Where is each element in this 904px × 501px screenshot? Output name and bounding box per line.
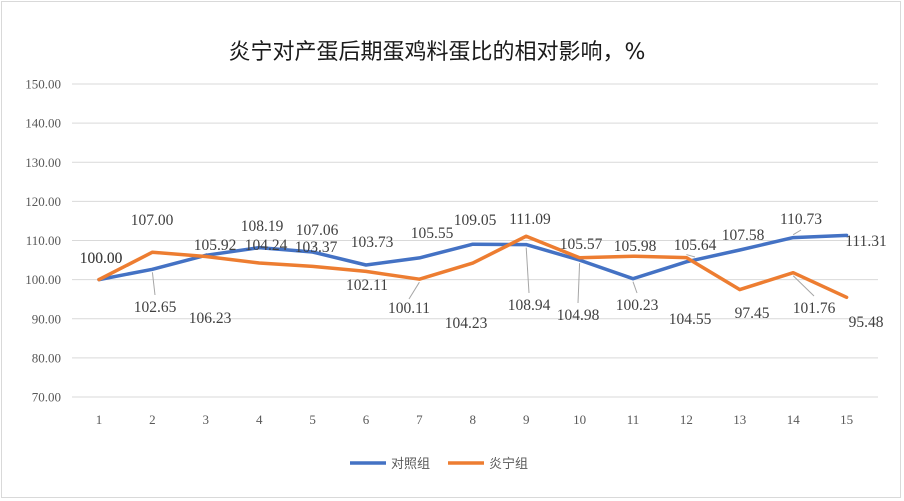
y-tick-label: 140.00 [25,116,61,131]
x-tick-label: 8 [470,412,477,427]
data-label-yanning: 100.11 [388,300,430,317]
gridlines [72,83,878,398]
data-label-yanning: 104.24 [245,237,288,254]
leader-line [577,263,581,304]
data-label-control: 100.23 [616,297,659,314]
x-tick-label: 15 [840,412,853,427]
data-label-yanning: 107.00 [131,212,174,229]
leader-line [151,272,156,296]
data-label-control: 110.73 [780,211,822,228]
leader-line [632,281,638,294]
y-tick-label: 150.00 [25,77,61,92]
data-label-yanning: 105.64 [674,237,717,254]
series-lines [97,233,849,300]
series-line-yanning [97,234,849,300]
data-label-control: 108.19 [241,218,284,235]
data-label-control: 109.05 [454,212,497,229]
x-tick-label: 11 [627,412,640,427]
y-tick-label: 80.00 [32,350,61,365]
x-tick-label: 2 [149,412,156,427]
x-tick-label: 9 [523,412,530,427]
x-axis-ticks: 1 2 3 4 5 6 7 8 9 10 11 12 13 14 15 [96,412,853,427]
data-label-control: 105.55 [411,225,454,242]
x-tick-label: 14 [787,412,801,427]
data-label-yanning: 97.45 [735,305,770,322]
legend-label-control: 对照组 [391,457,430,472]
x-tick-label: 4 [256,412,263,427]
y-tick-label: 100.00 [25,272,61,287]
data-label-control: 103.73 [351,234,394,251]
y-axis-ticks: 70.00 80.00 90.00 100.00 110.00 120.00 130.00 1… [25,77,61,405]
data-label-yanning: 102.11 [346,277,388,294]
data-label-yanning: 101.76 [793,300,836,317]
x-tick-label: 1 [96,412,103,427]
y-tick-label: 70.00 [32,390,61,405]
data-label-yanning: 105.92 [194,237,237,254]
data-label-control: 107.06 [296,222,339,239]
data-label-yanning: 111.09 [509,211,551,228]
data-label-control: 108.94 [508,297,551,314]
data-label-yanning: 100.00 [80,250,123,267]
y-tick-label: 130.00 [25,155,61,170]
x-tick-label: 7 [416,412,423,427]
leader-line [686,254,696,258]
leader-line [792,229,802,236]
leader-line [408,281,420,300]
data-label-yanning: 104.23 [445,315,488,332]
label-leader-lines [151,229,815,304]
data-label-yanning: 95.48 [849,314,884,331]
data-label-yanning: 105.98 [614,238,657,255]
y-tick-label: 90.00 [32,311,61,326]
leader-line [312,241,318,250]
chart-title: 炎宁对产蛋后期蛋鸡料蛋比的相对影响，% [229,40,646,65]
x-tick-label: 5 [309,412,316,427]
data-label-control: 102.65 [134,299,177,316]
leader-line [525,247,530,294]
legend-label-yanning: 炎宁组 [489,456,528,472]
x-tick-label: 3 [203,412,210,427]
legend: 对照组 炎宁组 [350,456,528,472]
y-tick-label: 120.00 [25,194,61,209]
data-label-control: 111.31 [845,233,886,250]
x-tick-label: 12 [680,412,693,427]
x-tick-label: 6 [363,412,370,427]
data-label-yanning: 103.37 [295,239,338,256]
x-tick-label: 13 [733,412,746,427]
series-line-control [97,233,849,282]
data-labels: 100.00 102.65 106.23 108.19 107.06 103.73 105.… [80,211,887,332]
data-label-control: 107.58 [722,227,765,244]
y-tick-label: 110.00 [26,233,61,248]
x-tick-label: 10 [573,412,586,427]
leader-line [792,275,815,297]
data-label-control: 104.98 [557,307,600,324]
data-label-yanning: 105.57 [560,236,603,253]
data-label-control: 106.23 [189,310,232,327]
data-label-control: 100.00 [80,250,123,267]
data-label-control: 104.55 [669,311,712,328]
